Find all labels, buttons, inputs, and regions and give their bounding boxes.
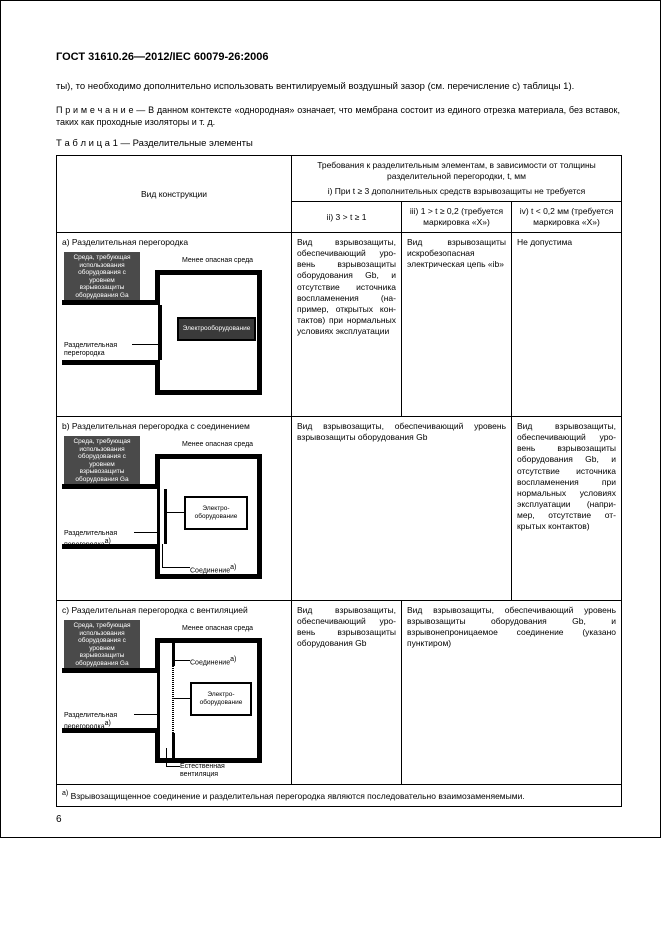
table-row: a) Взрывозащищенное соединение и раздели…	[57, 785, 622, 807]
th-ii: ii) 3 > t ≥ 1	[292, 202, 402, 233]
diagram-b: Среда, требующая использования оборудова…	[62, 436, 277, 586]
table-row: c) Разделительная перегородка с вен­тиля…	[57, 601, 622, 785]
th-top-i: i) При t ≥ 3 дополнительных средств взры…	[297, 186, 616, 197]
th-iv: iv) t < 0,2 мм (требуется маркировка «X»…	[512, 202, 622, 233]
equip-box: Электро- оборудование	[190, 682, 252, 716]
diagram-c: Среда, требующая использования оборудова…	[62, 620, 277, 770]
cell-b-diagram: b) Разделительная перегородка с со­едине…	[57, 417, 292, 601]
cell-c-diagram: c) Разделительная перегородка с вен­тиля…	[57, 601, 292, 785]
diagram-a: Среда, требующая использования оборудова…	[62, 252, 277, 402]
equip-box: Электрооборудование	[177, 317, 256, 341]
partition-label-b: Разделительная перегородкаa)	[64, 530, 139, 549]
note-body: — В данном контексте «однородная» означа…	[56, 105, 620, 127]
cell-a-ii: Вид взрывозащиты, обеспечивающий уро­вен…	[292, 233, 402, 417]
less-hazard-label: Менее опасная среда	[182, 256, 253, 265]
nat-vent-label: Естественная вентиляция	[180, 763, 260, 778]
document-code: ГОСТ 31610.26—2012/IEC 60079-26:2006	[56, 51, 620, 63]
th-requirements: Требования к разделительным элементам, в…	[292, 156, 622, 202]
cell-b-iv: Вид взрывозащиты, обеспечивающий уро­вен…	[512, 417, 622, 601]
equip-box: Электро- оборудование	[184, 496, 248, 530]
table-caption-text: — Разделительные элементы	[118, 138, 253, 149]
partition-label: Разделительная перегородка	[64, 342, 139, 357]
note: П р и м е ч а н и е — В данном контексте…	[56, 104, 620, 128]
table-main: Вид конструкции Требования к разделитель…	[56, 155, 622, 807]
footnote-cell: a) Взрывозащищенное соединение и раздели…	[57, 785, 622, 807]
note-label: П р и м е ч а н и е	[56, 105, 134, 115]
row-a-label: a) Разделительная перегородка	[62, 237, 286, 248]
row-b-label: b) Разделительная перегородка с со­едине…	[62, 421, 286, 432]
row-c-label: c) Разделительная перегородка с вен­тиля…	[62, 605, 286, 616]
page-number: 6	[56, 814, 62, 825]
paragraph-1: ты), то необходимо дополнительно использ…	[56, 81, 620, 94]
connection-label-c: Соединениеa)	[190, 656, 255, 667]
table-row: a) Разделительная перегородка Среда, тре…	[57, 233, 622, 417]
table-caption-label: Т а б л и ц а 1	[56, 138, 118, 149]
less-hazard-label: Менее опасная среда	[182, 440, 253, 449]
cell-a-iii: Вид взрывозащи­ты искробезопас­ная элект…	[402, 233, 512, 417]
th-construction: Вид конструкции	[57, 156, 292, 233]
cell-b-ii-iii: Вид взрывозащиты, обеспечивающий уро­вен…	[292, 417, 512, 601]
th-iii: iii) 1 > t ≥ 0,2 (требуется маркировка «…	[402, 202, 512, 233]
cell-a-diagram: a) Разделительная перегородка Среда, тре…	[57, 233, 292, 417]
less-hazard-label: Менее опасная среда	[182, 624, 253, 633]
cell-a-iv: Не допустима	[512, 233, 622, 417]
partition-label-c: Разделительная перегородкаa)	[64, 712, 139, 731]
env-ga-label: Среда, требующая использования оборудова…	[64, 436, 140, 485]
cell-c-ii: Вид взрывозащиты, обеспечивающий уро­вен…	[292, 601, 402, 785]
table-caption: Т а б л и ц а 1 — Разделительные элемент…	[56, 138, 620, 149]
env-ga-label: Среда, требующая использования оборудова…	[64, 252, 140, 301]
footnote-text: Взрывозащищенное соединение и разделител…	[71, 791, 525, 801]
th-top: Требования к разделительным элементам, в…	[297, 160, 616, 182]
table-row: b) Разделительная перегородка с со­едине…	[57, 417, 622, 601]
connection-label: Соединениеa)	[190, 564, 255, 575]
cell-c-iii-iv: Вид взрывозащиты, обеспечивающий уровень…	[402, 601, 622, 785]
footnote-marker: a)	[62, 790, 68, 797]
env-ga-label: Среда, требующая использования оборудова…	[64, 620, 140, 669]
